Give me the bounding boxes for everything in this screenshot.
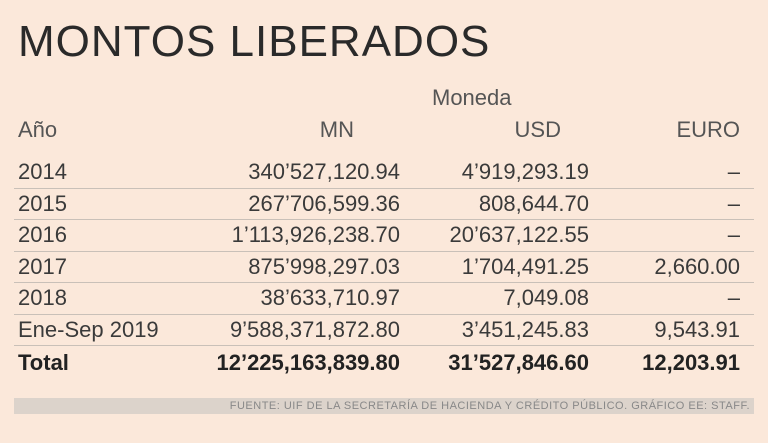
cell-anio: 2017 [18, 253, 67, 279]
cell-euro: 9,543.91 [654, 316, 740, 342]
table-row: 2015 267’706,599.36 808,644.70 – [14, 189, 754, 220]
cell-anio: 2015 [18, 190, 67, 216]
table-row: 2014 340’527,120.94 4’919,293.19 – [14, 157, 754, 189]
cell-mn: 9’588,371,872.80 [229, 316, 400, 342]
source-credit: FUENTE: UIF DE LA SECRETARÍA DE HACIENDA… [229, 400, 750, 412]
cell-usd: 3’451,245.83 [461, 316, 589, 342]
table-row: 2017 875’998,297.03 1’704,491.25 2,660.0… [14, 252, 754, 283]
cell-usd: 4’919,293.19 [461, 159, 589, 184]
cell-mn: 267’706,599.36 [248, 190, 400, 216]
total-euro: 12,203.91 [642, 350, 740, 375]
cell-anio: 2016 [18, 222, 67, 247]
source-footer: FUENTE: UIF DE LA SECRETARÍA DE HACIENDA… [14, 398, 754, 414]
cell-usd: 7,049.08 [503, 285, 589, 310]
cell-mn: 1’113,926,238.70 [231, 222, 400, 247]
cell-euro: – [727, 190, 740, 216]
page-title: MONTOS LIBERADOS [18, 17, 491, 66]
column-header-anio: Año [18, 117, 58, 142]
cell-euro: – [727, 159, 740, 184]
cell-euro: – [727, 285, 740, 310]
column-header-mn: MN [319, 117, 354, 142]
amounts-table: 2014 340’527,120.94 4’919,293.19 – 2015 … [14, 157, 754, 380]
cell-usd: 20’637,122.55 [449, 222, 589, 247]
total-usd: 31’527,846.60 [448, 350, 589, 375]
currency-group-header: Moneda [432, 85, 512, 110]
table-row: Ene-Sep 2019 9’588,371,872.80 3’451,245.… [14, 315, 754, 346]
cell-mn: 340’527,120.94 [248, 159, 400, 184]
total-mn: 12’225,163,839.80 [216, 350, 400, 375]
cell-mn: 875’998,297.03 [248, 253, 400, 279]
cell-anio: 2014 [18, 159, 67, 184]
cell-usd: 1’704,491.25 [461, 253, 589, 279]
cell-euro: 2,660.00 [654, 253, 740, 279]
cell-usd: 808,644.70 [478, 190, 589, 216]
cell-mn: 38’633,710.97 [260, 285, 400, 310]
cell-anio: 2018 [18, 285, 67, 310]
table-row: 2016 1’113,926,238.70 20’637,122.55 – [14, 220, 754, 252]
table-total-row: Total 12’225,163,839.80 31’527,846.60 12… [14, 346, 754, 380]
column-header-euro: EURO [676, 117, 740, 142]
cell-anio: Ene-Sep 2019 [18, 316, 159, 342]
total-label: Total [18, 350, 69, 375]
cell-euro: – [727, 222, 740, 247]
column-header-usd: USD [514, 117, 561, 142]
table-row: 2018 38’633,710.97 7,049.08 – [14, 283, 754, 315]
